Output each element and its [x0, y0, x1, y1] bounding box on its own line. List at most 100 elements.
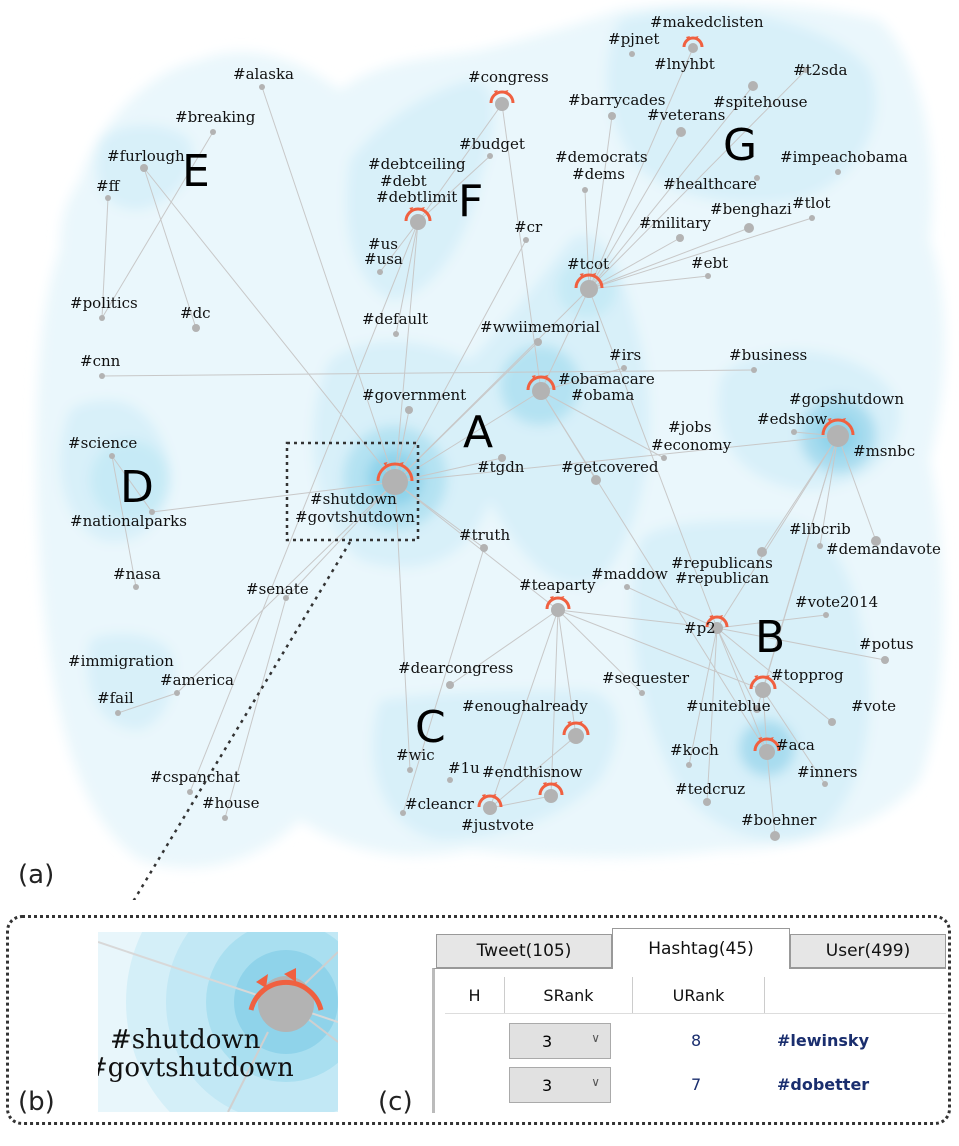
hashtag-label[interactable]: #shutdown — [310, 490, 397, 508]
hashtag-label[interactable]: #libcrib — [789, 520, 851, 538]
hashtag-label[interactable]: #government — [362, 386, 466, 404]
hashtag-label[interactable]: #cspanchat — [150, 768, 240, 786]
hashtag-label[interactable]: #topprog — [771, 666, 844, 684]
hashtag-node[interactable] — [109, 453, 115, 459]
hashtag-node[interactable] — [544, 789, 558, 803]
hashtag-node[interactable] — [210, 129, 216, 135]
hashtag-node[interactable] — [753, 705, 761, 713]
hashtag-label[interactable]: #barrycades — [568, 91, 665, 109]
hashtag-node[interactable] — [259, 84, 265, 90]
hashtag-label[interactable]: #enoughalready — [462, 697, 588, 715]
hashtag-label[interactable]: #boehner — [741, 811, 817, 829]
hashtag-node[interactable] — [187, 789, 193, 795]
hashtag-label[interactable]: #immigration — [68, 652, 174, 670]
hashtag-label[interactable]: #nasa — [113, 565, 161, 583]
hashtag-label[interactable]: #healthcare — [663, 175, 757, 193]
hashtag-node[interactable] — [582, 187, 588, 193]
hashtag-label[interactable]: #makedclisten — [650, 13, 764, 31]
hashtag-node[interactable] — [817, 543, 823, 549]
hashtag-label[interactable]: #impeachobama — [780, 148, 908, 166]
hashtag-node[interactable] — [480, 544, 488, 552]
hashtag-node[interactable] — [222, 815, 228, 821]
hashtag-node[interactable] — [639, 690, 645, 696]
hashtag-label[interactable]: #fail — [97, 689, 134, 707]
hashtag-label[interactable]: #science — [68, 434, 137, 452]
hashtag-node[interactable] — [407, 767, 413, 773]
hashtag-node[interactable] — [871, 536, 881, 546]
hashtag-label[interactable]: #dearcongress — [398, 659, 513, 677]
hashtag-label[interactable]: #vote — [851, 697, 896, 715]
hashtag-label[interactable]: #benghazi — [710, 200, 792, 218]
hashtag-label[interactable]: #irs — [609, 346, 641, 364]
hashtag-node[interactable] — [446, 681, 454, 689]
hashtag-label[interactable]: #cleancr — [405, 795, 475, 813]
hashtag-label[interactable]: #getcovered — [561, 458, 659, 476]
hashtag-label[interactable]: #pjnet — [608, 30, 659, 48]
hashtag-node[interactable] — [174, 690, 180, 696]
hashtag-node[interactable] — [629, 51, 635, 57]
hashtag-label[interactable]: #obamacare — [558, 370, 655, 388]
hashtag-node[interactable] — [705, 273, 711, 279]
hashtag-node[interactable] — [410, 214, 426, 230]
table-row[interactable]: 3 ∨ 7 #dobetter — [435, 1065, 949, 1109]
hashtag-node[interactable] — [881, 656, 889, 664]
hashtag-node[interactable] — [686, 762, 692, 768]
column-header-urank[interactable]: URank — [633, 977, 765, 1013]
hashtag-label[interactable]: #house — [202, 794, 260, 812]
hashtag-label[interactable]: #congress — [468, 68, 549, 86]
hashtag-label[interactable]: #maddow — [591, 565, 668, 583]
hashtag-node[interactable] — [495, 97, 509, 111]
hashtag-node[interactable] — [621, 365, 627, 371]
hashtag-node[interactable] — [748, 81, 758, 91]
hashtag-label[interactable]: #justvote — [461, 816, 534, 834]
hashtag-node[interactable] — [580, 280, 598, 298]
hashtag-node[interactable] — [676, 127, 686, 137]
srank-select[interactable]: 3 ∨ — [509, 1023, 611, 1059]
hashtag-label[interactable]: #dc — [180, 304, 211, 322]
hashtag-node[interactable] — [676, 234, 684, 242]
hashtag-label[interactable]: #govtshutdown — [295, 508, 415, 526]
hashtag-label[interactable]: #inners — [797, 763, 857, 781]
hashtag-node[interactable] — [591, 475, 601, 485]
hashtag-node[interactable] — [744, 223, 754, 233]
hashtag-label[interactable]: #tedcruz — [675, 780, 745, 798]
hashtag-node[interactable] — [447, 777, 453, 783]
hashtag-label[interactable]: #tgdn — [477, 458, 525, 476]
hashtag-node[interactable] — [192, 324, 200, 332]
hashtag-node[interactable] — [568, 728, 584, 744]
hashtag-label[interactable]: #truth — [459, 526, 510, 544]
hashtag-label[interactable]: #endthisnow — [482, 763, 583, 781]
hashtag-label[interactable]: #veterans — [647, 106, 725, 124]
hashtag-node[interactable] — [523, 237, 529, 243]
hashtag-node[interactable] — [283, 595, 289, 601]
hashtag-node[interactable] — [99, 315, 105, 321]
hashtag-label[interactable]: #ff — [96, 177, 121, 195]
hashtag-node[interactable] — [382, 469, 408, 495]
hashtag-label[interactable]: #teaparty — [519, 576, 596, 594]
hashtag-node[interactable] — [400, 810, 406, 816]
hashtag-label[interactable]: #cr — [514, 218, 543, 236]
hashtag-node[interactable] — [791, 429, 797, 435]
hashtag-label[interactable]: #sequester — [602, 669, 690, 687]
selection-box[interactable] — [285, 441, 420, 542]
hashtag-label[interactable]: #default — [362, 310, 428, 328]
hashtag-node[interactable] — [149, 509, 155, 515]
hashtag-node[interactable] — [755, 682, 771, 698]
hashtag-label[interactable]: #usa — [364, 250, 403, 268]
hashtag-label[interactable]: #business — [729, 346, 807, 364]
column-header-h[interactable]: H — [445, 977, 505, 1013]
hashtag-node[interactable] — [754, 175, 760, 181]
hashtag-node[interactable] — [377, 269, 383, 275]
hashtag-node[interactable] — [759, 744, 775, 760]
hashtag-node[interactable] — [498, 454, 506, 462]
hashtag-node[interactable] — [99, 373, 105, 379]
hashtag-label[interactable]: #wic — [396, 746, 435, 764]
hashtag-label[interactable]: #tlot — [792, 194, 830, 212]
hashtag-label[interactable]: #wwiimemorial — [480, 318, 600, 336]
hashtag-label[interactable]: #t2sda — [793, 61, 847, 79]
hashtag-label[interactable]: #uniteblue — [686, 697, 771, 715]
hashtag-node[interactable] — [624, 584, 630, 590]
hashtag-label[interactable]: #debt — [380, 172, 427, 190]
hashtag-label[interactable]: #furlough — [107, 147, 185, 165]
hashtag-label[interactable]: #msnbc — [853, 442, 915, 460]
